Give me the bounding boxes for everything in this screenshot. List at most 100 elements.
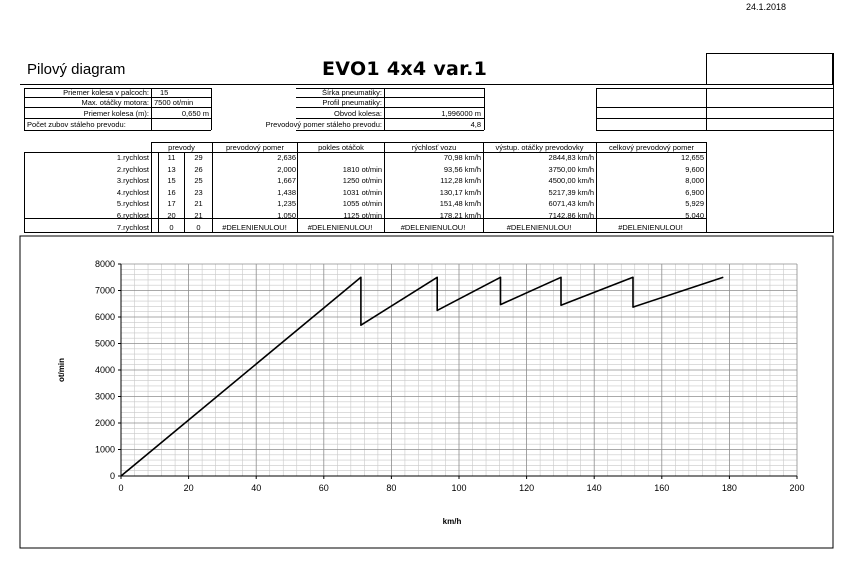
gear-speed: #DELENIENULOU! [400, 222, 466, 232]
frame-top-line [20, 84, 833, 85]
gear-ratio: 1,235 [277, 199, 296, 209]
x-tick-label: 200 [789, 483, 804, 493]
x-tick-label: 40 [251, 483, 261, 493]
output-rpm: 5217,39 km/h [548, 187, 594, 197]
gear-speed: 130,17 km/h [439, 187, 481, 197]
param-label-wheel-diameter: Priemer kolesa (m): [83, 109, 149, 118]
param-value-final-ratio[interactable]: 4,8 [470, 120, 481, 129]
param-value-max-rpm[interactable]: 7500 ot/min [154, 98, 194, 107]
param-label-tire-profile: Profil pneumatiky: [322, 98, 382, 107]
total-ratio: #DELENIENULOU! [618, 222, 683, 232]
vehicle-title: EVO1 4x4 var.1 [322, 58, 488, 80]
gear-teeth-a[interactable]: 13 [167, 164, 176, 174]
chart-frame [19, 235, 834, 549]
param-label-wheel-circumference: Obvod kolesa: [334, 109, 382, 118]
y-tick-label: 8000 [95, 259, 115, 269]
header-output-rpm: výstup. otáčky prevodovky [495, 143, 584, 152]
gear-speed: 93,56 km/h [443, 164, 481, 174]
y-tick-label: 2000 [95, 418, 115, 428]
param-label-final-ratio: Prevodový pomer stáleho prevodu: [265, 120, 382, 129]
x-axis-label: km/h [443, 517, 462, 526]
total-ratio: 9,600 [685, 164, 704, 174]
x-tick-label: 60 [319, 483, 329, 493]
x-tick-label: 100 [451, 483, 466, 493]
gear-name: 7.rychlost [116, 222, 149, 232]
param-label-final-teeth: Počet zubov stáleho prevodu: [27, 120, 126, 129]
rpm-drop: 1055 ot/min [342, 199, 382, 209]
param-label-max-rpm: Max. otáčky motora: [81, 98, 149, 107]
output-rpm: 7142,86 km/h [548, 211, 594, 220]
rpm-drop: 1125 ot/min [343, 211, 382, 220]
date-label: 24.1.2018 [746, 2, 787, 12]
gear-teeth-a[interactable]: 17 [167, 199, 176, 209]
param-label-wheel-inch: Priemer kolesa v palcoch: [63, 88, 149, 97]
gear-speed: 178,21 km/h [439, 211, 481, 220]
gear-name: 4.rychlost [116, 187, 149, 197]
sheet-title: Pilový diagram [27, 61, 126, 78]
gear-teeth-b[interactable]: 26 [194, 164, 203, 174]
rpm-drop: 1810 ot/min [342, 164, 382, 174]
header-total-ratio: celkový prevodový pomer [608, 143, 695, 152]
gear-teeth-a[interactable]: 11 [167, 153, 176, 162]
rpm-series-line [120, 276, 724, 477]
param-label-tire-width: Šírka pneumatiky: [321, 88, 382, 97]
x-tick-label: 120 [519, 483, 534, 493]
total-ratio: 6,900 [685, 187, 704, 197]
output-rpm: #DELENIENULOU! [506, 222, 572, 232]
y-tick-label: 7000 [95, 286, 115, 296]
gear-teeth-b[interactable]: 21 [194, 199, 203, 209]
gear-ratio: 1,667 [277, 176, 296, 186]
param-value-wheel-diameter[interactable]: 0,650 m [181, 109, 209, 118]
gear-speed: 151,48 km/h [439, 199, 481, 209]
gear-teeth-b[interactable]: 21 [194, 211, 203, 220]
y-tick-label: 6000 [95, 312, 115, 322]
header-speed: rýchlosť vozu [411, 143, 457, 152]
gear-teeth-b[interactable]: 23 [194, 187, 203, 197]
x-tick-label: 80 [386, 483, 396, 493]
x-tick-label: 160 [654, 483, 669, 493]
param-value-wheel-inch[interactable]: 15 [160, 88, 169, 97]
rpm-drop: 1031 ot/min [342, 187, 382, 197]
gear-ratio: 2,000 [277, 164, 296, 174]
total-ratio: 5,040 [685, 211, 704, 220]
y-tick-label: 5000 [95, 339, 115, 349]
total-ratio: 12,655 [681, 153, 704, 162]
header-drop: pokles otáčok [318, 143, 364, 152]
rpm-drop: #DELENIENULOU! [307, 222, 373, 232]
gear-teeth-b[interactable]: 29 [194, 153, 203, 162]
gear-teeth-b[interactable]: 0 [196, 222, 201, 232]
gear-speed: 112,28 km/h [440, 176, 481, 186]
gear-ratio: 2,636 [277, 153, 296, 162]
gear-teeth-a[interactable]: 16 [167, 187, 176, 197]
x-tick-label: 180 [722, 483, 737, 493]
output-rpm: 3750,00 km/h [548, 164, 594, 174]
gear-name: 6.rychlost [116, 211, 149, 220]
gear-name: 3.rychlost [116, 176, 149, 186]
output-rpm: 2844,83 km/h [548, 153, 594, 162]
y-tick-label: 3000 [95, 392, 115, 402]
gear-name: 2.rychlost [116, 164, 149, 174]
y-tick-label: 1000 [95, 445, 115, 455]
gear-name: 1.rychlost [116, 153, 149, 162]
gear-teeth-a[interactable]: 0 [169, 222, 174, 232]
x-tick-label: 140 [587, 483, 602, 493]
gear-teeth-b[interactable]: 25 [194, 176, 203, 186]
y-tick-label: 4000 [95, 365, 115, 375]
gear-teeth-a[interactable]: 20 [167, 211, 176, 220]
gear-teeth-a[interactable]: 15 [167, 176, 176, 186]
header-ratio: prevodový pomer [226, 143, 284, 152]
gear-ratio: #DELENIENULOU! [222, 222, 287, 232]
param-value-wheel-circumference[interactable]: 1,996000 m [441, 109, 481, 118]
gear-ratio: 1,438 [277, 187, 296, 197]
gear-ratio: 1,050 [277, 211, 296, 220]
output-rpm: 6071,43 km/h [548, 199, 594, 209]
rpm-drop: 1250 ot/min [342, 176, 382, 186]
y-tick-label: 0 [110, 471, 115, 481]
output-rpm: 4500,00 km/h [548, 176, 594, 186]
x-tick-label: 0 [118, 483, 123, 493]
tick-labels: 0 20 40 60 80 100 120 140 160 180 2000100020003000… [95, 259, 805, 493]
x-tick-label: 20 [184, 483, 194, 493]
gear-speed: 70,98 km/h [443, 153, 481, 162]
y-axis-label: ot/min [57, 358, 66, 382]
